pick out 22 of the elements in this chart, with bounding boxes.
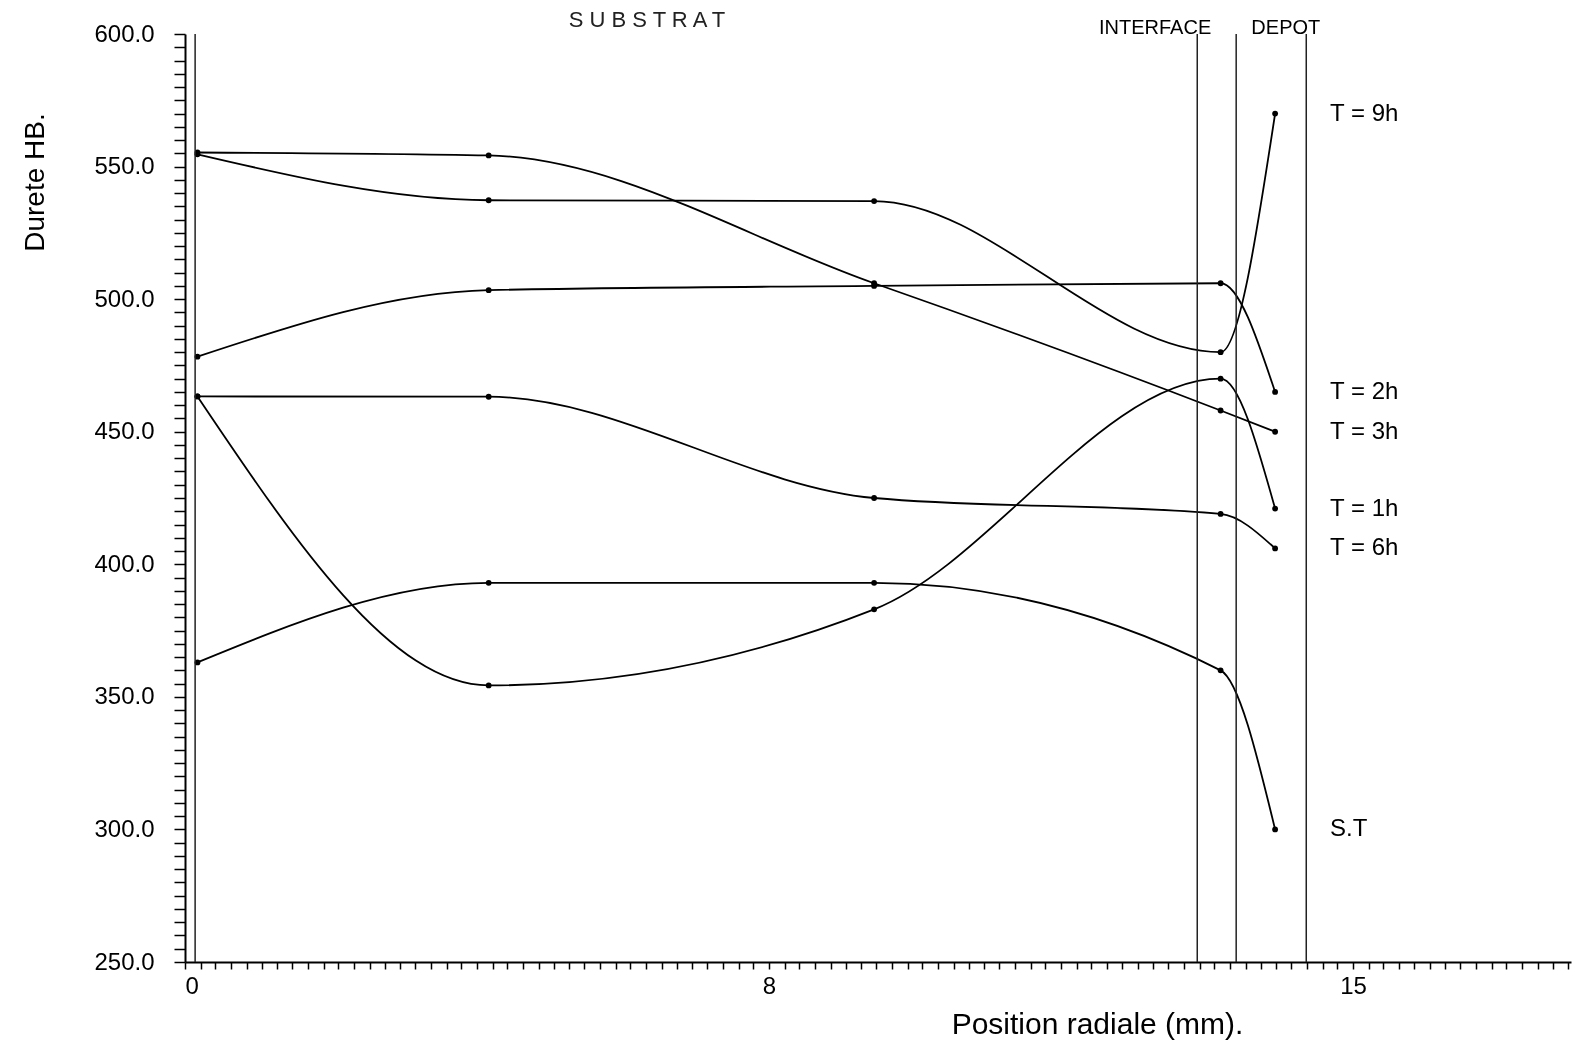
ref-line-label: DEPOT xyxy=(1251,16,1321,38)
x-tick-label: 0 xyxy=(185,971,199,999)
text: T = 3h xyxy=(1330,416,1399,444)
y-tick-label: 450.0 xyxy=(94,417,155,445)
x-tick-label: 8 xyxy=(762,971,777,999)
text: S U B S T R A T xyxy=(568,7,726,32)
y-tick-label: 550.0 xyxy=(94,152,155,180)
text: S.T xyxy=(1330,814,1368,842)
text: T = 2h xyxy=(1330,376,1399,404)
x-tick-label: 15 xyxy=(1340,971,1367,999)
text: T = 6h xyxy=(1330,533,1399,561)
y-tick-label: 350.0 xyxy=(94,682,155,710)
y-tick-label: 300.0 xyxy=(94,814,155,842)
y-axis-title: Durete HB. xyxy=(18,113,50,252)
y-tick-label: 600.0 xyxy=(94,19,155,47)
x-axis-title: Position radiale (mm). xyxy=(951,1006,1244,1040)
text: T = 1h xyxy=(1330,493,1399,521)
text: T = 9h xyxy=(1330,98,1399,126)
y-tick-label: 400.0 xyxy=(94,549,155,577)
y-tick-label: 250.0 xyxy=(94,947,155,975)
y-tick-label: 500.0 xyxy=(94,284,155,312)
ref-line-label: INTERFACE xyxy=(1099,16,1212,38)
